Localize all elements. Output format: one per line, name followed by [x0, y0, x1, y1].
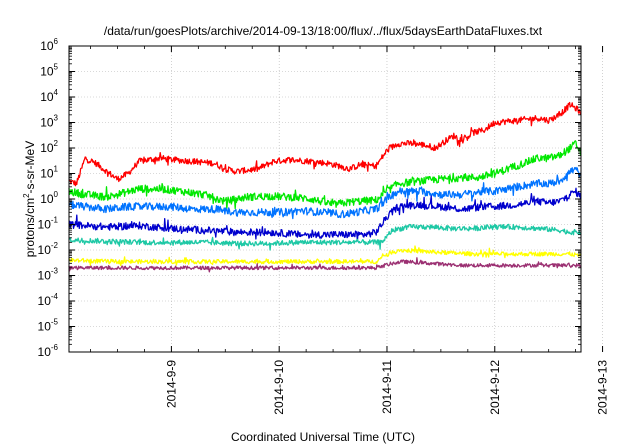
series-line-1 [68, 140, 582, 210]
series-group [68, 101, 582, 273]
y-tick-base: 10 [40, 90, 54, 104]
y-tick-exp: -2 [51, 241, 59, 250]
y-tick-label: 101 [40, 165, 58, 181]
y-axis-label-suffix: -s-sr-MeV [23, 141, 37, 194]
y-tick-base: 10 [38, 294, 52, 308]
y-tick-label: 100 [40, 190, 58, 206]
grid [69, 46, 603, 352]
series-line-2 [68, 166, 582, 220]
series-line-0 [68, 101, 582, 187]
x-tick-label: 2014-9-12 [488, 360, 502, 415]
y-tick-exp: 2 [54, 139, 59, 148]
y-axis-label: protons/cm2-s-sr-MeV [22, 141, 37, 257]
y-tick-exp: -3 [51, 267, 59, 276]
y-tick-base: 10 [38, 345, 52, 359]
y-tick-label: 103 [40, 114, 58, 130]
y-tick-exp: 4 [54, 88, 59, 97]
y-tick-exp: -5 [51, 318, 59, 327]
y-tick-base: 10 [38, 320, 52, 334]
x-tick-label: 2014-9-11 [380, 360, 394, 414]
y-tick-base: 10 [38, 269, 52, 283]
y-tick-label: 106 [40, 37, 58, 53]
y-tick-exp: -6 [51, 343, 59, 352]
y-tick-exp: 5 [54, 63, 59, 72]
y-tick-label: 104 [40, 88, 58, 104]
y-axis: 10-610-510-410-310-210-11001011021031041… [38, 37, 581, 359]
y-tick-label: 10-6 [38, 343, 59, 359]
y-tick-exp: 3 [54, 114, 59, 123]
x-tick-label: 2014-9-10 [272, 360, 286, 415]
x-tick-label: 2014-9-13 [596, 360, 610, 415]
y-tick-label: 102 [40, 139, 58, 155]
y-axis-label-prefix: protons/cm [23, 198, 37, 257]
y-tick-base: 10 [40, 192, 54, 206]
y-tick-base: 10 [38, 218, 52, 232]
y-tick-label: 10-5 [38, 318, 59, 334]
y-axis-label-exp: 2 [22, 193, 31, 198]
y-tick-label: 10-3 [38, 267, 59, 283]
y-tick-exp: 0 [54, 190, 59, 199]
chart-title: /data/run/goesPlots/archive/2014-09-13/1… [104, 24, 543, 38]
y-tick-exp: -4 [51, 292, 59, 301]
series-line-6 [68, 257, 582, 273]
y-tick-label: 10-1 [38, 216, 59, 232]
y-tick-base: 10 [38, 243, 52, 257]
y-tick-base: 10 [40, 116, 54, 130]
y-tick-exp: -1 [51, 216, 59, 225]
x-axis: 2014-9-9 2014-9-10 2014-9-11 2014-9-12 2014-… [90, 46, 610, 415]
y-tick-base: 10 [40, 65, 54, 79]
series-line-5 [68, 245, 582, 267]
y-tick-exp: 6 [54, 37, 59, 46]
y-tick-base: 10 [40, 167, 54, 181]
series-line-3 [68, 187, 582, 242]
y-tick-exp: 1 [54, 165, 59, 174]
y-tick-label: 10-2 [38, 241, 59, 257]
y-tick-base: 10 [40, 39, 54, 53]
x-tick-label: 2014-9-9 [164, 360, 178, 408]
y-tick-label: 10-4 [38, 292, 59, 308]
x-axis-label: Coordinated Universal Time (UTC) [231, 430, 415, 444]
series-line-4 [68, 223, 582, 251]
y-tick-label: 105 [40, 63, 58, 79]
y-tick-base: 10 [40, 141, 54, 155]
